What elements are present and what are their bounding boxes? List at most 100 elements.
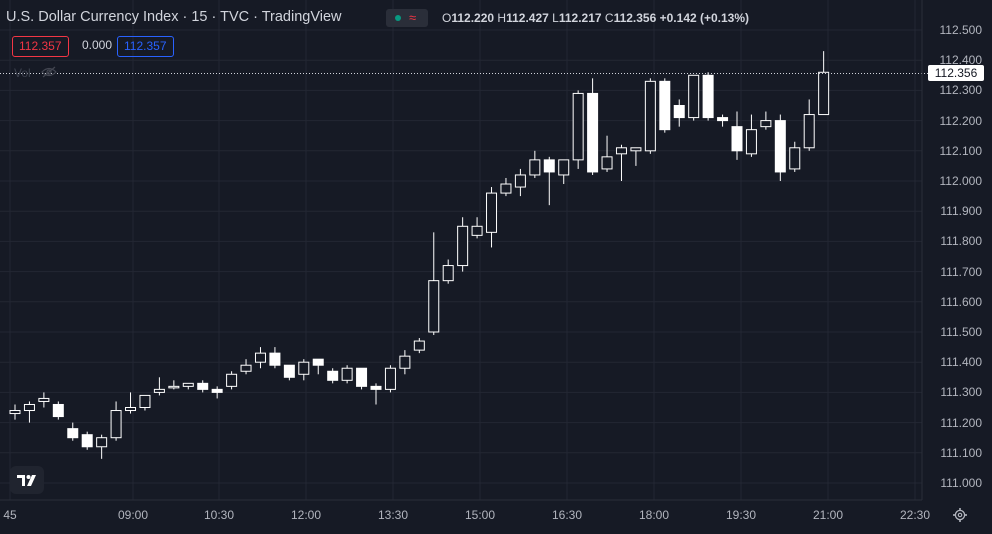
candle-body-up: [615, 147, 627, 155]
candle[interactable]: [139, 394, 151, 411]
candle-body-up: [254, 352, 266, 363]
candle[interactable]: [327, 368, 339, 384]
candle[interactable]: [688, 74, 700, 121]
candle[interactable]: [514, 168, 526, 197]
candle[interactable]: [428, 232, 440, 336]
volume-label[interactable]: Vol: [14, 66, 31, 80]
candle[interactable]: [240, 359, 252, 375]
candle-body-up: [168, 385, 180, 389]
candle[interactable]: [601, 135, 613, 172]
candle[interactable]: [67, 422, 79, 441]
candle[interactable]: [745, 114, 757, 157]
candle[interactable]: [630, 147, 642, 166]
gear-icon[interactable]: [952, 507, 968, 523]
candle-body-up: [760, 120, 772, 128]
open-label: O: [442, 11, 452, 25]
last-price-label: 112.356: [928, 65, 984, 81]
high-value: 112.427: [506, 11, 549, 25]
symbol-title-bar[interactable]: U.S. Dollar Currency Index · 15 · TVC · …: [6, 9, 342, 25]
tradingview-logo[interactable]: [10, 466, 44, 494]
candle[interactable]: [558, 159, 570, 185]
candle[interactable]: [587, 78, 599, 175]
x-tick-label: 12:00: [290, 508, 322, 522]
candle[interactable]: [717, 114, 729, 127]
candle-body-down: [587, 92, 599, 173]
candle-body-up: [442, 265, 454, 282]
y-tick-label: 111.200: [940, 415, 982, 430]
candle[interactable]: [153, 377, 165, 396]
candle[interactable]: [226, 371, 238, 390]
candle[interactable]: [457, 217, 469, 272]
candle-body-up: [500, 183, 512, 194]
y-tick-label: 111.400: [940, 355, 982, 370]
candle[interactable]: [774, 114, 786, 181]
x-tick-label: 21:00: [812, 508, 844, 522]
candle[interactable]: [659, 78, 671, 133]
candle[interactable]: [370, 383, 382, 405]
market-status-pill[interactable]: ≈: [386, 9, 428, 27]
candle[interactable]: [818, 51, 830, 116]
candle[interactable]: [702, 72, 714, 121]
candle-body-up: [789, 147, 801, 170]
open-value: 112.220: [451, 11, 495, 25]
y-tick-label: 112.400: [939, 53, 983, 68]
candle-body-down: [659, 80, 671, 131]
candle[interactable]: [760, 111, 772, 130]
candle[interactable]: [110, 401, 122, 441]
candle[interactable]: [125, 392, 137, 414]
x-tick-label: 13:30: [377, 508, 409, 522]
candle[interactable]: [384, 365, 396, 393]
candle[interactable]: [731, 111, 743, 160]
candle[interactable]: [673, 99, 685, 127]
candle[interactable]: [283, 364, 295, 381]
candle[interactable]: [182, 382, 194, 390]
candle-body-down: [370, 385, 382, 390]
candle[interactable]: [341, 365, 353, 384]
candle-body-up: [240, 364, 252, 372]
candle[interactable]: [298, 359, 310, 381]
candle[interactable]: [254, 347, 266, 369]
candle[interactable]: [413, 338, 425, 354]
candle[interactable]: [312, 358, 324, 375]
bid-price-badge[interactable]: 112.357: [12, 36, 69, 57]
candle[interactable]: [52, 401, 64, 420]
candle[interactable]: [9, 404, 21, 420]
x-tick-label: 09:00: [117, 508, 149, 522]
candle-body-up: [745, 129, 757, 155]
candle-body-up: [630, 147, 642, 152]
candle[interactable]: [615, 144, 627, 181]
candle[interactable]: [23, 401, 35, 423]
candle[interactable]: [399, 350, 411, 375]
x-tick-label: 22:30: [899, 508, 931, 522]
candle[interactable]: [81, 431, 93, 450]
candle[interactable]: [168, 380, 180, 390]
candle[interactable]: [471, 217, 483, 239]
candle-body-up: [23, 403, 35, 412]
candle[interactable]: [529, 150, 541, 178]
candle[interactable]: [500, 177, 512, 197]
candle[interactable]: [197, 380, 209, 393]
candle[interactable]: [211, 386, 223, 399]
symbol-title[interactable]: U.S. Dollar Currency Index · 15 · TVC · …: [6, 9, 342, 25]
y-tick-label: 111.700: [940, 264, 982, 279]
candle[interactable]: [644, 78, 656, 154]
candle[interactable]: [789, 141, 801, 172]
candle[interactable]: [96, 434, 108, 459]
candle[interactable]: [486, 187, 498, 248]
grid: [0, 0, 922, 500]
candle-body-down: [673, 105, 685, 119]
ask-price-badge[interactable]: 112.357: [117, 36, 174, 57]
candle[interactable]: [356, 367, 368, 390]
y-tick-label: 112.200: [939, 113, 983, 128]
candle[interactable]: [572, 90, 584, 169]
candle-body-up: [601, 156, 613, 170]
candle-body-up: [644, 80, 656, 152]
candle[interactable]: [442, 259, 454, 284]
candle[interactable]: [803, 99, 815, 151]
candle[interactable]: [38, 392, 50, 408]
change-value: +0.142 (+0.13%): [659, 11, 750, 25]
eye-hidden-icon[interactable]: [41, 66, 57, 78]
candle[interactable]: [269, 347, 281, 369]
candle[interactable]: [543, 156, 555, 206]
